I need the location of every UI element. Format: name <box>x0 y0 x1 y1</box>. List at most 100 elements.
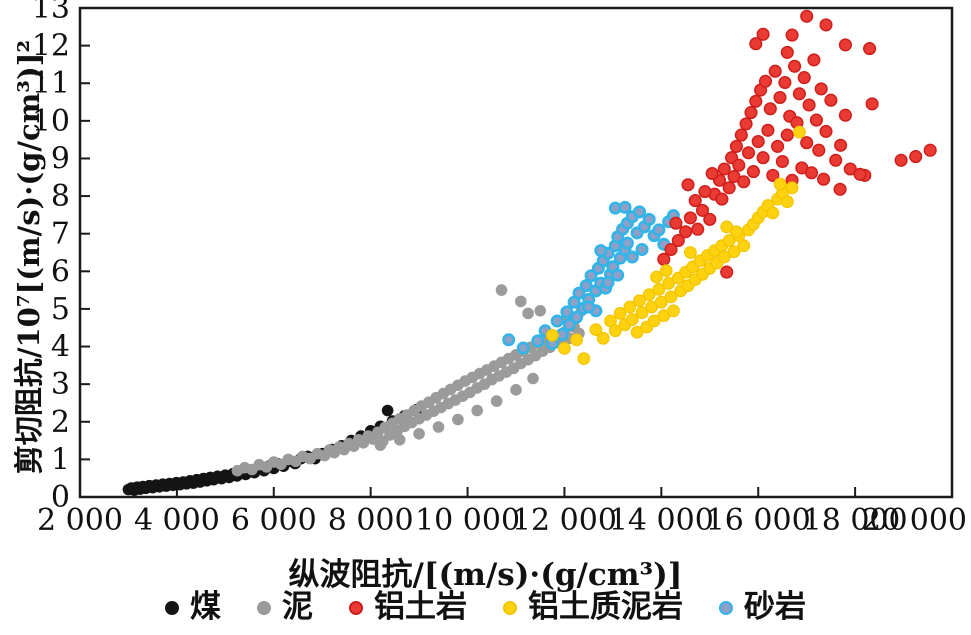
series-bauxite-points <box>657 9 937 279</box>
data-point-sandstone <box>579 279 593 293</box>
data-point-bauxitic_mudstone <box>654 295 668 309</box>
data-point-sandstone <box>601 276 615 290</box>
data-point-bauxite <box>819 18 833 32</box>
data-point-bauxitic_mudstone <box>577 352 591 366</box>
data-point-bauxite <box>819 124 833 138</box>
data-point-bauxite <box>800 136 814 150</box>
data-point-bauxitic_mudstone <box>613 307 627 320</box>
data-point-bauxitic_mudstone <box>558 342 571 355</box>
data-point-bauxite <box>909 150 923 164</box>
data-point-bauxite <box>720 265 734 279</box>
data-point-bauxitic_mudstone <box>652 283 666 296</box>
data-point-bauxite <box>865 97 879 111</box>
data-point-sandstone <box>582 300 596 314</box>
data-point-bauxitic_mudstone <box>667 304 680 318</box>
legend-item-coal: 煤 <box>165 592 221 623</box>
data-point-bauxitic_mudstone <box>780 195 794 209</box>
y-tick-label: 0 <box>51 480 70 515</box>
x-tick-label: 16 000 <box>706 503 811 538</box>
data-point-mud <box>515 295 527 308</box>
data-point-mud <box>495 284 508 296</box>
data-point-bauxite <box>698 185 712 199</box>
data-point-bauxite <box>739 117 753 131</box>
legend-marker-bauxitic_mudstone <box>503 600 517 615</box>
data-point-bauxite <box>749 37 763 51</box>
data-point-bauxite <box>785 28 799 42</box>
data-point-bauxitic_mudstone <box>684 246 697 259</box>
data-point-sandstone <box>584 269 598 283</box>
data-point-bauxite <box>737 175 751 189</box>
data-point-mud <box>522 307 534 320</box>
data-point-mud <box>534 305 546 317</box>
data-point-bauxite <box>734 128 748 142</box>
data-point-bauxitic_mudstone <box>659 264 673 278</box>
data-point-bauxitic_mudstone <box>570 333 583 347</box>
data-point-bauxitic_mudstone <box>625 313 639 326</box>
data-point-bauxite <box>688 194 702 208</box>
data-point-mud <box>527 372 539 385</box>
data-point-mud <box>452 413 464 426</box>
data-point-bauxite <box>671 233 685 248</box>
y-tick-label: 10 <box>32 104 70 139</box>
x-tick-label: 6 000 <box>231 503 317 538</box>
data-point-bauxitic_mudstone <box>793 125 806 139</box>
legend-item-bauxite: 铝土岩 <box>349 592 467 623</box>
data-point-bauxite <box>763 102 777 116</box>
data-point-bauxitic_mudstone <box>635 306 649 320</box>
y-axis-title: 剪切阻抗/10⁷[(m/s)·(g/cm³)]² <box>12 39 46 475</box>
data-point-sandstone <box>594 244 608 258</box>
data-point-bauxite <box>703 212 717 226</box>
data-point-bauxite <box>722 181 736 195</box>
data-point-bauxite <box>797 71 811 85</box>
data-point-sandstone <box>560 305 574 319</box>
data-point-sandstone <box>611 268 625 282</box>
data-point-bauxitic_mudstone <box>766 206 780 220</box>
legend-item-mud: 泥 <box>257 592 313 623</box>
data-point-bauxite <box>792 87 806 101</box>
data-point-bauxite <box>829 153 843 167</box>
data-point-bauxite <box>775 154 789 169</box>
y-tick-label: 9 <box>51 141 70 176</box>
data-point-bauxite <box>853 167 867 181</box>
x-tick-label: 14 000 <box>609 503 714 538</box>
data-point-bauxite <box>894 153 908 167</box>
data-point-bauxite <box>802 98 816 112</box>
data-point-bauxite <box>681 178 695 192</box>
data-point-bauxite <box>773 90 787 105</box>
data-point-bauxite <box>788 59 802 73</box>
data-point-bauxite <box>705 166 719 181</box>
x-tick-label: 10 000 <box>415 503 520 538</box>
x-tick-label: 12 000 <box>512 503 617 538</box>
data-point-bauxite <box>766 168 780 182</box>
data-point-bauxite <box>863 42 877 56</box>
data-point-sandstone <box>618 200 632 214</box>
data-point-bauxite <box>695 203 710 217</box>
data-point-sandstone <box>635 243 649 257</box>
data-point-bauxite <box>834 138 848 152</box>
legend-label-sandstone: 砂岩 <box>744 589 806 625</box>
y-tick-label: 3 <box>51 367 70 402</box>
data-point-sandstone <box>642 212 656 226</box>
data-point-sandstone <box>572 286 586 300</box>
legend-marker-coal <box>165 600 179 615</box>
data-point-bauxitic_mudstone <box>642 288 656 302</box>
data-point-bauxitic_mudstone <box>720 220 734 234</box>
data-point-sandstone <box>550 314 564 328</box>
data-point-bauxite <box>780 128 794 142</box>
y-tick-label: 1 <box>51 442 70 477</box>
data-point-bauxitic_mudstone <box>785 181 799 195</box>
data-point-bauxite <box>741 146 756 160</box>
data-point-bauxitic_mudstone <box>596 331 610 345</box>
data-point-bauxite <box>809 113 823 127</box>
data-point-bauxite <box>758 74 773 88</box>
data-point-bauxitic_mudstone <box>545 328 559 342</box>
y-tick-label: 7 <box>51 217 70 252</box>
data-point-sandstone <box>502 333 516 347</box>
data-point-bauxite <box>838 108 852 122</box>
data-point-bauxitic_mudstone <box>717 250 731 264</box>
data-point-mud <box>432 421 445 433</box>
series-bauxitic_mudstone-points <box>545 125 806 366</box>
